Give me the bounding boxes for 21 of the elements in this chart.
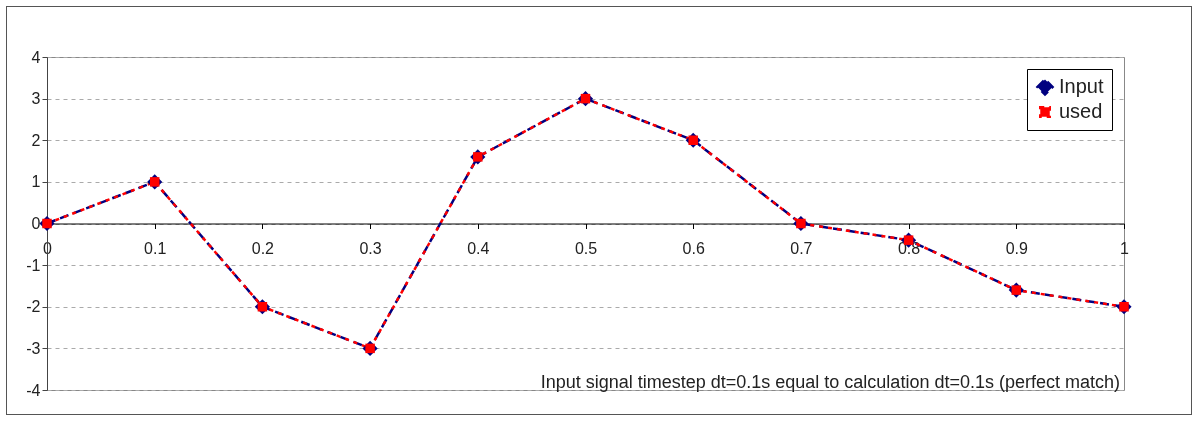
y-tick-label: -1 [26, 256, 41, 274]
y-tick-label: -4 [26, 381, 41, 399]
y-tick-label: 0 [31, 215, 41, 232]
x-tick-label: 0.2 [251, 240, 275, 257]
x-tick-label: 0.1 [144, 240, 167, 257]
x-tick-label: 0.5 [574, 240, 598, 257]
y-tick-label: -2 [26, 298, 41, 316]
y-tick-label: 4 [31, 48, 41, 66]
x-tick-label: 0.9 [1005, 240, 1029, 257]
x-tick-label: 1 [1120, 240, 1130, 257]
annotation: Input signal timestep dt=0.1s equal to calculation dt=0.1s (perfect match) [540, 372, 1120, 392]
x-tick-label: 0.7 [790, 240, 813, 257]
y-tick-label: 2 [31, 131, 41, 149]
x-tick-label: 0.4 [467, 240, 490, 257]
legend-label: used [1059, 100, 1103, 122]
y-tick-label: 3 [31, 90, 41, 108]
x-tick-label: 0.6 [682, 240, 705, 257]
x-tick-label: 0.3 [359, 240, 382, 257]
legend-label: Input [1059, 75, 1104, 97]
y-tick-label: 1 [31, 173, 41, 191]
y-tick-label: -3 [26, 339, 41, 357]
